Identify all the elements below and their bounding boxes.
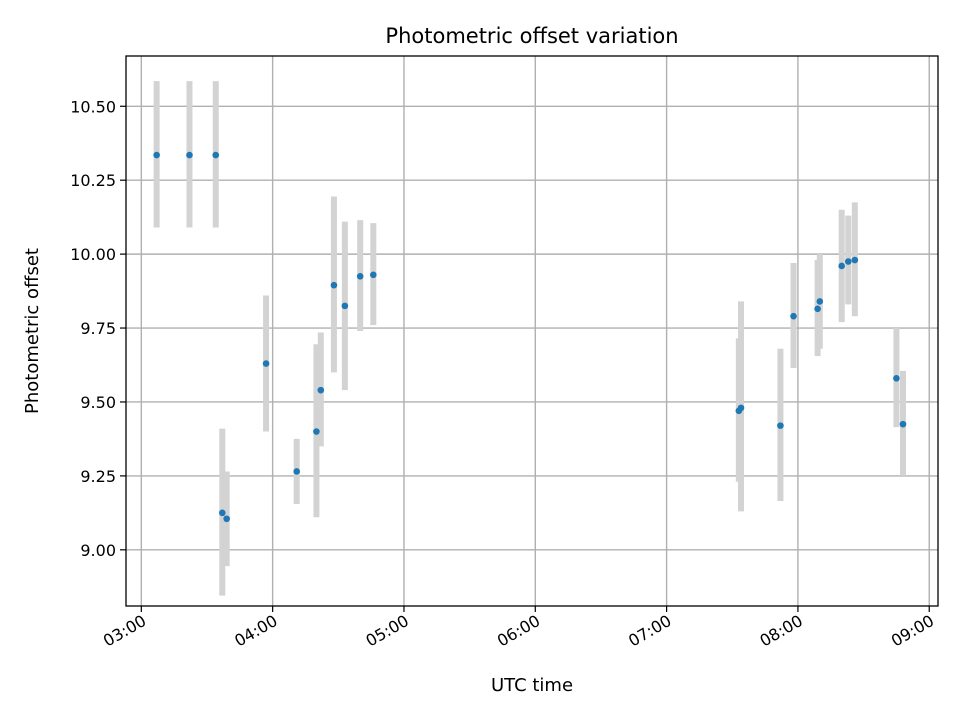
data-point — [330, 281, 338, 289]
data-point — [790, 312, 797, 320]
data-point — [313, 428, 320, 435]
data-point — [838, 262, 845, 270]
data-points — [153, 151, 907, 523]
data-point — [777, 422, 784, 429]
data-point — [293, 468, 301, 475]
data-point — [341, 302, 349, 310]
y-tick-label: 10.00 — [70, 245, 116, 264]
y-tick-label: 10.50 — [70, 97, 116, 116]
y-axis-label: Photometric offset — [22, 248, 43, 414]
data-point — [153, 151, 160, 159]
data-point — [223, 515, 230, 523]
data-point — [262, 360, 270, 367]
x-axis-label: UTC time — [491, 675, 573, 696]
data-point — [356, 272, 364, 280]
grid-lines — [126, 56, 938, 606]
data-point — [899, 420, 907, 428]
data-point — [844, 258, 852, 265]
plot-frame — [125, 55, 939, 607]
data-point — [212, 151, 220, 159]
y-tick-label: 9.50 — [80, 393, 116, 412]
data-point — [186, 151, 193, 159]
data-point — [851, 256, 859, 264]
y-tick-label: 9.25 — [80, 467, 116, 486]
data-point — [219, 509, 226, 517]
data-point — [814, 305, 821, 313]
data-point — [370, 271, 377, 279]
y-tick-label: 9.75 — [80, 319, 116, 338]
data-point — [737, 404, 745, 412]
data-point — [317, 386, 325, 394]
chart-title: Photometric offset variation — [385, 24, 678, 48]
y-tick-label: 9.00 — [80, 541, 116, 560]
y-tick-label: 10.25 — [70, 171, 116, 190]
data-point — [893, 375, 900, 382]
data-point — [816, 298, 824, 305]
